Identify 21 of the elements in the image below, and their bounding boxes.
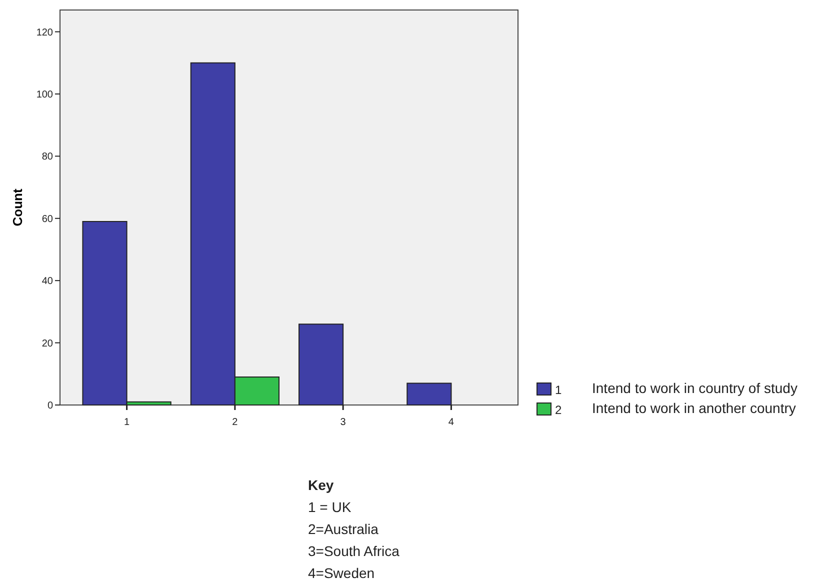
x-tick-label: 2 — [232, 417, 238, 428]
y-tick-label: 100 — [36, 89, 54, 100]
x-tick-label: 1 — [124, 417, 130, 428]
text: Intend to work in another country — [592, 400, 796, 416]
y-tick-label: 0 — [47, 400, 54, 412]
y-axis-title: Count — [10, 188, 25, 226]
text: Key — [308, 477, 334, 493]
x-tick-label: 3 — [340, 417, 346, 428]
text: 3=South Africa — [308, 543, 400, 559]
y-tick-label: 40 — [42, 276, 54, 288]
legend-label: 1 — [555, 383, 562, 397]
text: Intend to work in country of study — [592, 380, 798, 396]
y-tick-label: 80 — [42, 152, 54, 163]
y-tick-label: 60 — [42, 214, 54, 225]
x-tick-label: 4 — [448, 417, 454, 428]
y-tick-label: 20 — [42, 338, 54, 350]
y-tick-label: 120 — [36, 27, 54, 38]
text: 1 = UK — [308, 499, 352, 515]
legend-label: 2 — [555, 403, 562, 417]
text: 4=Sweden — [308, 565, 375, 581]
text: 2=Australia — [308, 521, 379, 537]
